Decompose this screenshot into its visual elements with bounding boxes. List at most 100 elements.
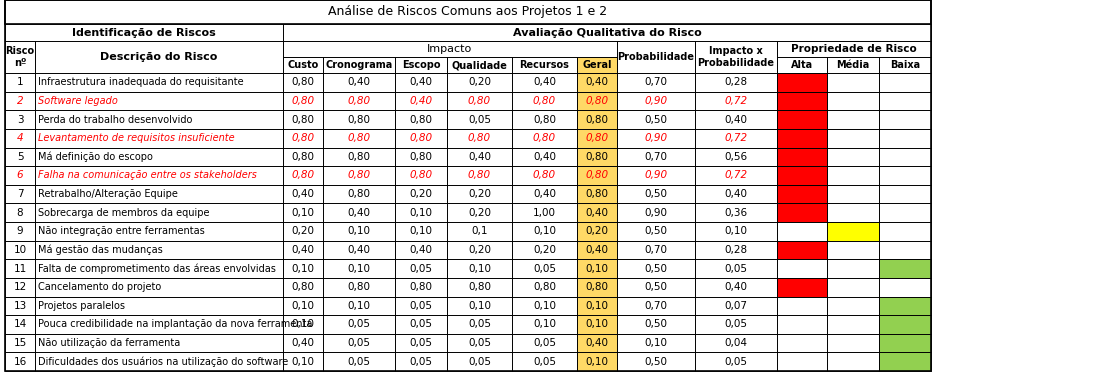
Bar [6,0,931,24]
Bar [777,241,827,259]
Bar [617,334,695,352]
Bar [777,57,827,73]
Bar [323,278,395,297]
Text: Probabilidade: Probabilidade [618,52,695,62]
Text: 0,50: 0,50 [644,226,667,236]
Text: 13: 13 [13,301,26,311]
Bar [395,315,447,334]
Bar [827,259,879,278]
Bar [6,278,35,297]
Bar [447,334,512,352]
Text: Cancelamento do projeto: Cancelamento do projeto [39,282,161,292]
Bar [447,147,512,166]
Text: 0,80: 0,80 [348,170,371,180]
Bar [617,278,695,297]
Bar [879,166,931,185]
Bar [827,222,879,241]
Bar [879,278,931,297]
Bar [35,297,283,315]
Bar [323,352,395,371]
Bar [512,297,577,315]
Bar [695,92,777,110]
Text: 0,40: 0,40 [292,189,315,199]
Text: 0,40: 0,40 [468,152,491,162]
Text: Baixa: Baixa [890,60,920,70]
Text: 14: 14 [13,320,26,329]
Text: 0,80: 0,80 [348,282,371,292]
Text: Análise de Riscos Comuns aos Projetos 1 e 2: Análise de Riscos Comuns aos Projetos 1 … [328,6,608,18]
Bar [512,315,577,334]
Text: Custo: Custo [287,60,318,70]
Bar [512,241,577,259]
Text: 0,90: 0,90 [644,96,667,106]
Text: 0,28: 0,28 [724,245,748,255]
Text: 0,80: 0,80 [292,133,315,143]
Text: 0,10: 0,10 [292,264,315,274]
Bar [323,241,395,259]
Bar [695,352,777,371]
Text: Retrabalho/Alteração Equipe: Retrabalho/Alteração Equipe [39,189,178,199]
Bar [6,41,35,73]
Text: 0,40: 0,40 [586,77,609,87]
Text: 0,80: 0,80 [468,133,491,143]
Text: 0,80: 0,80 [533,170,556,180]
Bar [395,57,447,73]
Text: 0,10: 0,10 [468,301,491,311]
Text: 0,40: 0,40 [586,245,609,255]
Bar [777,129,827,147]
Bar [35,259,283,278]
Bar [695,147,777,166]
Bar [879,57,931,73]
Bar [35,203,283,222]
Bar [827,166,879,185]
Bar [35,241,283,259]
Text: 0,40: 0,40 [410,245,433,255]
Bar [35,92,283,110]
Bar [283,185,323,203]
Bar [512,147,577,166]
Bar [695,203,777,222]
Text: 0,50: 0,50 [644,115,667,124]
Bar [395,278,447,297]
Text: 0,40: 0,40 [586,208,609,218]
Bar [395,334,447,352]
Text: Software legado: Software legado [39,96,118,106]
Bar [617,222,695,241]
Bar [777,41,931,57]
Text: 0,05: 0,05 [410,301,433,311]
Bar [447,297,512,315]
Bar [617,129,695,147]
Bar [283,259,323,278]
Text: Média: Média [837,60,870,70]
Bar [283,352,323,371]
Bar [879,185,931,203]
Bar [447,297,512,315]
Bar [395,185,447,203]
Text: 0,90: 0,90 [644,133,667,143]
Bar [879,352,931,371]
Bar [827,315,879,334]
Bar [827,352,879,371]
Bar [35,352,283,371]
Bar [577,57,617,73]
Text: 0,80: 0,80 [533,133,556,143]
Bar [577,222,617,241]
Bar [395,297,447,315]
Bar [323,129,395,147]
Bar [617,241,695,259]
Text: 0,05: 0,05 [348,320,371,329]
Bar [777,241,827,259]
Bar [283,352,323,371]
Bar [695,92,777,110]
Bar [777,259,827,278]
Bar [879,110,931,129]
Bar [777,166,827,185]
Bar [395,129,447,147]
Text: 0,80: 0,80 [292,77,315,87]
Bar [512,334,577,352]
Bar [617,110,695,129]
Bar [395,147,447,166]
Text: 0,50: 0,50 [644,357,667,367]
Text: 0,40: 0,40 [410,96,433,106]
Text: 0,72: 0,72 [724,133,748,143]
